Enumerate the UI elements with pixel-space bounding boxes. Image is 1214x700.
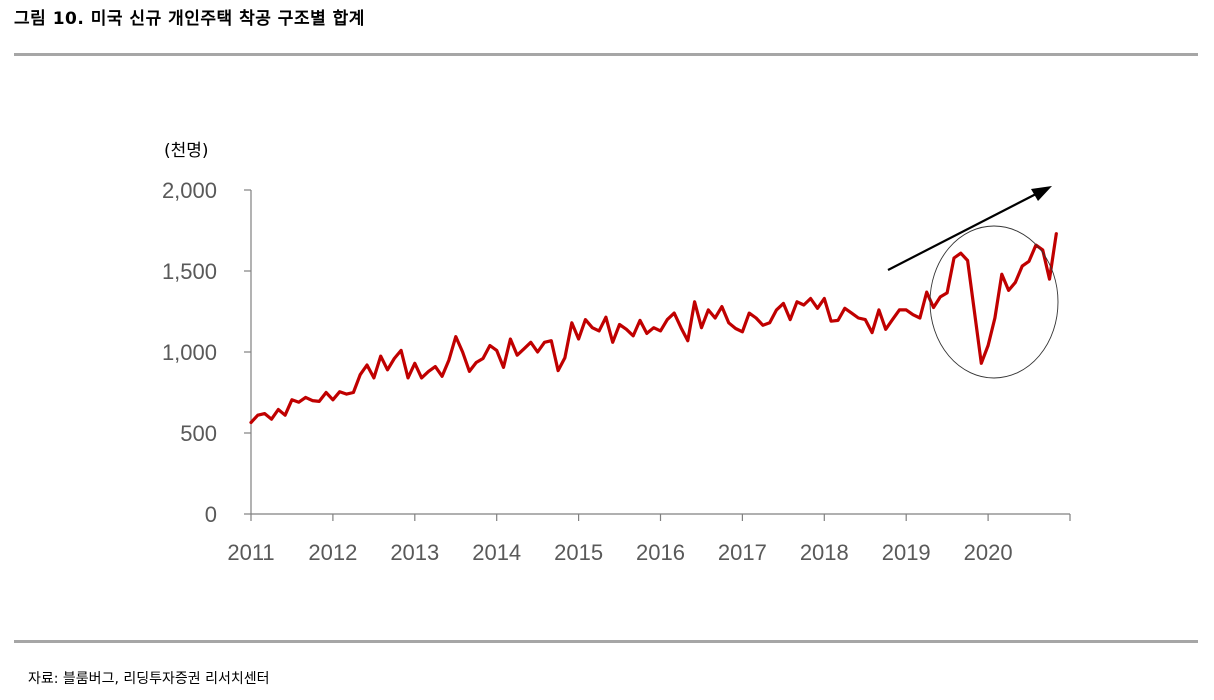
series-line-group bbox=[249, 232, 1058, 425]
series-line bbox=[249, 232, 1058, 425]
x-tick-label: 2016 bbox=[636, 540, 685, 565]
x-tick-label: 2018 bbox=[800, 540, 849, 565]
x-tick-label: 2014 bbox=[472, 540, 521, 565]
x-tick-label: 2015 bbox=[554, 540, 603, 565]
x-tick-label: 2011 bbox=[227, 540, 274, 565]
y-tick-label: 500 bbox=[180, 421, 217, 446]
trend-arrow-head bbox=[1031, 186, 1052, 201]
figure-title: 그림 10. 미국 신규 개인주택 착공 구조별 합계 bbox=[14, 9, 365, 29]
bottom-rule bbox=[14, 640, 1198, 643]
x-tick-label: 2017 bbox=[718, 540, 767, 565]
y-tick-label: 1,500 bbox=[162, 259, 217, 284]
x-tick-label: 2020 bbox=[964, 540, 1013, 565]
y-unit-label: (천명) bbox=[164, 141, 209, 161]
y-tick-label: 0 bbox=[205, 502, 217, 527]
x-tick-label: 2013 bbox=[390, 540, 439, 565]
y-tick-label: 1,000 bbox=[162, 340, 217, 365]
x-axis: 2011 2012 2013 2014 2015 2016 2017 2018 2019 2020 bbox=[227, 513, 1071, 565]
x-tick-label: 2012 bbox=[308, 540, 357, 565]
top-rule bbox=[14, 53, 1198, 56]
x-tick-label: 2019 bbox=[882, 540, 931, 565]
source-note: 자료: 블룸버그, 리딩투자증권 리서치센터 bbox=[28, 671, 270, 687]
y-tick-label: 2,000 bbox=[162, 178, 217, 203]
trend-arrow-shaft bbox=[887, 193, 1037, 271]
annotations bbox=[887, 186, 1059, 379]
y-axis: 0 500 1,000 1,500 2,000 bbox=[162, 178, 252, 527]
highlight-ellipse bbox=[929, 225, 1059, 379]
